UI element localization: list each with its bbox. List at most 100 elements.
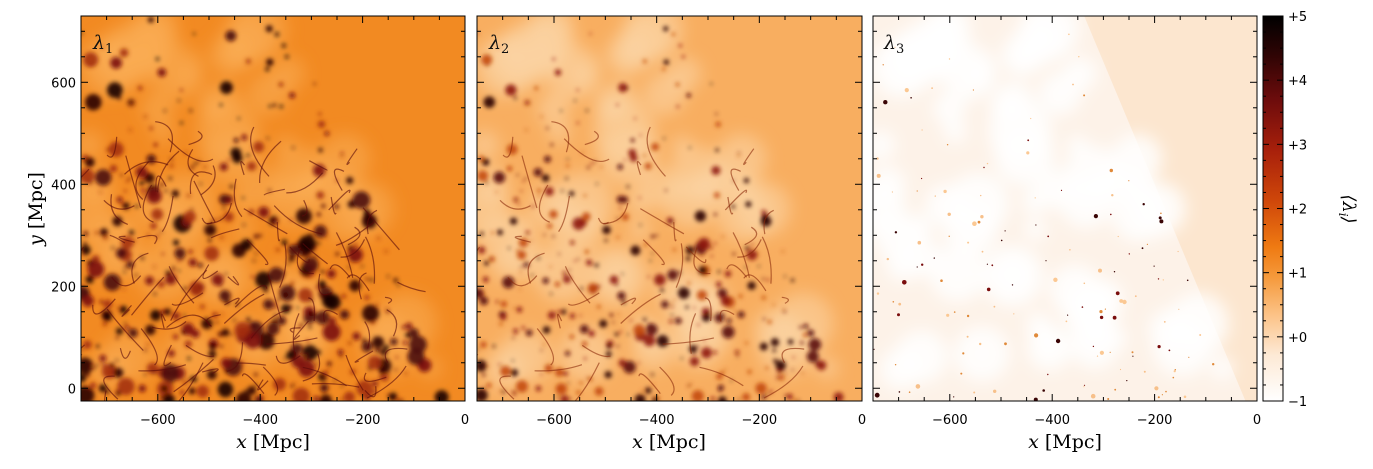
filament (761, 236, 772, 284)
density-peak (524, 177, 527, 180)
density-peak (737, 151, 740, 154)
density-peak (316, 191, 325, 200)
filament (563, 138, 610, 163)
density-peak (196, 385, 209, 398)
density-peak (144, 373, 147, 376)
density-peak (313, 82, 316, 86)
density-peak (120, 173, 123, 177)
density-peak (1055, 338, 1061, 344)
density-peak (786, 393, 793, 400)
density-peak (402, 340, 408, 345)
density-peak (203, 165, 207, 169)
filament (499, 199, 531, 210)
density-peak (102, 321, 108, 327)
filament (536, 328, 555, 366)
density-peak (1114, 388, 1117, 391)
y-tick-label: 200 (51, 280, 76, 295)
density-peak (108, 141, 124, 157)
density-peak (513, 197, 519, 203)
density-peak (98, 384, 107, 393)
density-peak (192, 32, 196, 35)
density-peak (525, 128, 528, 132)
density-peak (485, 181, 488, 184)
density-peak (103, 299, 113, 309)
density-peak (917, 240, 922, 245)
density-peak (517, 250, 527, 260)
filament (131, 252, 149, 284)
density-peak (1027, 139, 1030, 142)
filament (502, 136, 514, 158)
density-peak (542, 277, 549, 284)
density-peak (1142, 203, 1145, 206)
density-peak (511, 359, 514, 362)
density-peak (85, 275, 94, 284)
density-peak (124, 189, 127, 193)
density-peak (199, 284, 205, 289)
density-peak (705, 311, 710, 316)
filament (116, 399, 118, 401)
density-peak (972, 89, 975, 91)
filament (110, 194, 129, 225)
density-peak (81, 386, 95, 401)
density-peak (769, 390, 773, 394)
density-peak (298, 235, 317, 253)
density-peak (83, 52, 99, 68)
density-peak (521, 326, 525, 330)
colorbar-tick-label: +1 (1288, 267, 1307, 282)
filament (763, 365, 804, 399)
density-peak (535, 385, 542, 392)
density-peak (549, 210, 558, 219)
filaments (477, 121, 805, 401)
density-peak (150, 222, 157, 230)
density-peak (152, 370, 156, 374)
filament (346, 274, 370, 292)
density-peak (516, 249, 520, 252)
filament (763, 209, 774, 235)
density-peak (569, 334, 575, 340)
density-peak (251, 275, 254, 279)
density-peak (720, 295, 732, 307)
filament (201, 217, 213, 225)
density-peak (744, 266, 747, 269)
density-peak (499, 313, 507, 321)
filament (397, 281, 426, 293)
density-peak (128, 328, 138, 338)
filament (240, 161, 245, 176)
density-peak (240, 239, 253, 251)
density-peak (81, 373, 86, 383)
colorbar-tick-label: −1 (1288, 395, 1307, 410)
density-peak (107, 82, 123, 98)
density-peak (686, 93, 691, 98)
density-peak (761, 394, 766, 400)
density-peak (772, 303, 775, 306)
density-peak (85, 364, 88, 367)
filament (124, 161, 169, 175)
filament (106, 308, 144, 351)
density-peak (993, 305, 996, 308)
density-peak (126, 179, 129, 183)
density-peak (138, 384, 146, 393)
density-peak (115, 336, 119, 340)
density-peak (614, 332, 619, 337)
void-region (1106, 328, 1128, 349)
density-peak (123, 270, 126, 274)
density-peak (630, 138, 635, 143)
density-peak (1026, 151, 1030, 155)
density-peak (1093, 214, 1098, 219)
filament (620, 293, 661, 324)
filament (302, 242, 328, 265)
density-peak (1188, 356, 1190, 358)
density-peak (81, 348, 84, 351)
void-region (873, 130, 896, 160)
density-peak (584, 249, 589, 254)
density-peak (742, 393, 751, 401)
filament (202, 368, 219, 375)
y-tick-label: 400 (51, 178, 76, 193)
filament (364, 236, 376, 284)
void-region (993, 255, 1032, 295)
void-region (954, 326, 1010, 382)
density-peak (303, 252, 308, 257)
density-peak (569, 313, 576, 319)
colorbar-ticks: −1 +0 +1 +2 +3 +4 +5 (1263, 10, 1307, 410)
